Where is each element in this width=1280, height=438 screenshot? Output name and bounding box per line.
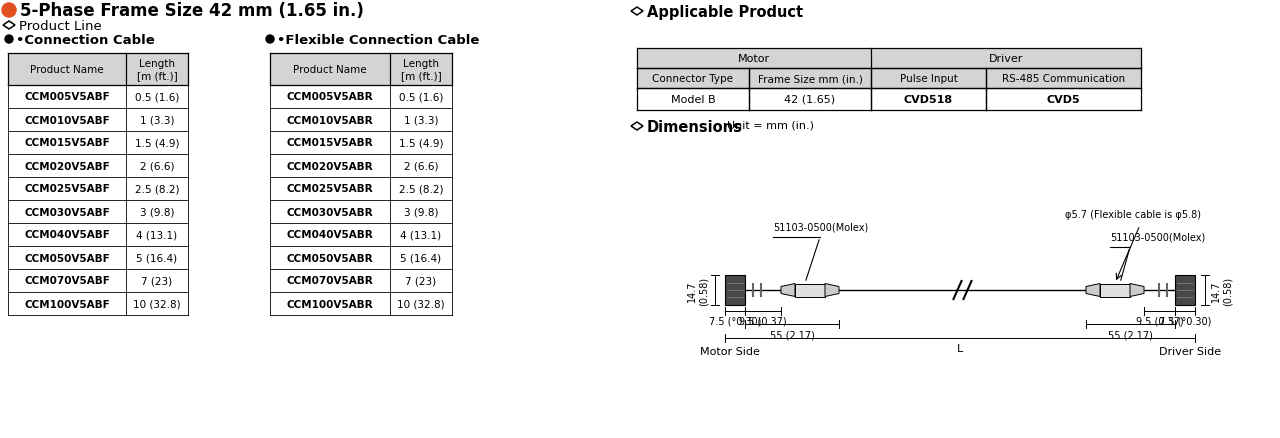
Bar (1100, 284, 1130, 297)
Text: 5-Phase Frame Size 42 mm (1.65 in.): 5-Phase Frame Size 42 mm (1.65 in.) (20, 2, 364, 20)
Text: CCM070V5ABR: CCM070V5ABR (287, 276, 374, 286)
Text: 3 (9.8): 3 (9.8) (403, 207, 438, 217)
Circle shape (5, 36, 13, 44)
Text: 51103-0500(Molex): 51103-0500(Molex) (1110, 233, 1206, 243)
Text: 2.5 (8.2): 2.5 (8.2) (399, 184, 443, 194)
Text: 10 (32.8): 10 (32.8) (397, 299, 445, 309)
Text: •Connection Cable: •Connection Cable (15, 33, 155, 46)
Text: 42 (1.65): 42 (1.65) (785, 95, 836, 105)
Text: Frame Size mm (in.): Frame Size mm (in.) (758, 74, 863, 84)
Text: CCM020V5ABF: CCM020V5ABF (24, 161, 110, 171)
Text: CCM050V5ABF: CCM050V5ABF (24, 253, 110, 263)
Text: 5 (16.4): 5 (16.4) (401, 253, 442, 263)
Text: •Flexible Connection Cable: •Flexible Connection Cable (276, 33, 480, 46)
Text: 1.5 (4.9): 1.5 (4.9) (399, 138, 443, 148)
Text: 2 (6.6): 2 (6.6) (403, 161, 438, 171)
Circle shape (266, 36, 274, 44)
Text: CVD518: CVD518 (904, 95, 954, 105)
Text: RS-485 Communication: RS-485 Communication (1002, 74, 1125, 84)
Polygon shape (826, 284, 838, 297)
Text: Length
[m (ft.)]: Length [m (ft.)] (401, 59, 442, 81)
Text: 10 (32.8): 10 (32.8) (133, 299, 180, 309)
Text: 51103-0500(Molex): 51103-0500(Molex) (773, 223, 868, 233)
Bar (8, 54, 188, 86)
Text: Connector Type: Connector Type (653, 74, 733, 84)
Text: CCM015V5ABF: CCM015V5ABF (24, 138, 110, 148)
Text: CCM040V5ABF: CCM040V5ABF (24, 230, 110, 240)
Text: 9.5 (0.37): 9.5 (0.37) (739, 316, 787, 326)
Bar (270, 54, 452, 86)
Text: Motor: Motor (739, 54, 771, 64)
Text: Product Name: Product Name (31, 65, 104, 75)
Text: 7.5 (°0.30): 7.5 (°0.30) (709, 316, 762, 326)
Text: Motor Side: Motor Side (700, 346, 760, 356)
Bar (870, 69, 986, 89)
Text: CCM010V5ABF: CCM010V5ABF (24, 115, 110, 125)
Text: CCM025V5ABF: CCM025V5ABF (24, 184, 110, 194)
Text: CCM070V5ABF: CCM070V5ABF (24, 276, 110, 286)
Text: Applicable Product: Applicable Product (646, 4, 803, 19)
Bar (795, 284, 826, 297)
Bar (986, 89, 1140, 111)
Bar (637, 89, 749, 111)
Polygon shape (1130, 284, 1144, 297)
Text: 7.5 (°0.30): 7.5 (°0.30) (1158, 316, 1211, 326)
Bar (749, 69, 870, 89)
Text: 4 (13.1): 4 (13.1) (401, 230, 442, 240)
Bar (986, 69, 1140, 89)
Text: Model B: Model B (671, 95, 716, 105)
Text: CCM100V5ABR: CCM100V5ABR (287, 299, 374, 309)
Text: CCM010V5ABR: CCM010V5ABR (287, 115, 374, 125)
Text: φ5.7 (Flexible cable is φ5.8): φ5.7 (Flexible cable is φ5.8) (1065, 209, 1201, 219)
Bar (637, 49, 870, 69)
Text: Length
[m (ft.)]: Length [m (ft.)] (137, 59, 178, 81)
Text: CCM025V5ABR: CCM025V5ABR (287, 184, 374, 194)
Circle shape (3, 4, 15, 18)
Text: CVD5: CVD5 (1047, 95, 1080, 105)
Text: 0.5 (1.6): 0.5 (1.6) (399, 92, 443, 102)
Text: CCM005V5ABF: CCM005V5ABF (24, 92, 110, 102)
Text: 0.5 (1.6): 0.5 (1.6) (134, 92, 179, 102)
Text: CCM020V5ABR: CCM020V5ABR (287, 161, 374, 171)
Text: 14.7
(0.58): 14.7 (0.58) (1211, 276, 1233, 305)
Text: Driver: Driver (989, 54, 1023, 64)
Text: 55 (2.17): 55 (2.17) (1108, 329, 1153, 339)
Text: Product Line: Product Line (19, 19, 101, 32)
Text: 7 (23): 7 (23) (141, 276, 173, 286)
Text: L: L (957, 343, 963, 353)
Text: Dimensions: Dimensions (646, 119, 742, 134)
Text: 2 (6.6): 2 (6.6) (140, 161, 174, 171)
Text: 5 (16.4): 5 (16.4) (137, 253, 178, 263)
Text: Product Name: Product Name (293, 65, 367, 75)
Text: 1.5 (4.9): 1.5 (4.9) (134, 138, 179, 148)
Text: CCM030V5ABF: CCM030V5ABF (24, 207, 110, 217)
Text: 7 (23): 7 (23) (406, 276, 436, 286)
Text: CCM015V5ABR: CCM015V5ABR (287, 138, 374, 148)
Text: CCM040V5ABR: CCM040V5ABR (287, 230, 374, 240)
Text: 9.5 (0.37): 9.5 (0.37) (1135, 316, 1183, 326)
Text: 1 (3.3): 1 (3.3) (140, 115, 174, 125)
Polygon shape (781, 284, 795, 297)
Text: 55 (2.17): 55 (2.17) (769, 329, 814, 339)
Bar (870, 49, 1140, 69)
Text: Pulse Input: Pulse Input (900, 74, 957, 84)
Bar (749, 89, 870, 111)
Bar (637, 69, 749, 89)
Text: 3 (9.8): 3 (9.8) (140, 207, 174, 217)
Text: 2.5 (8.2): 2.5 (8.2) (134, 184, 179, 194)
Text: CCM100V5ABF: CCM100V5ABF (24, 299, 110, 309)
Bar (1175, 276, 1196, 305)
Text: CCM005V5ABR: CCM005V5ABR (287, 92, 374, 102)
Text: 1 (3.3): 1 (3.3) (403, 115, 438, 125)
Bar (724, 276, 745, 305)
Text: CCM030V5ABR: CCM030V5ABR (287, 207, 374, 217)
Text: Driver Side: Driver Side (1158, 346, 1221, 356)
Text: Unit = mm (in.): Unit = mm (in.) (727, 121, 814, 131)
Text: 4 (13.1): 4 (13.1) (137, 230, 178, 240)
Bar (870, 89, 986, 111)
Text: CCM050V5ABR: CCM050V5ABR (287, 253, 374, 263)
Text: 14.7
(0.58): 14.7 (0.58) (687, 276, 709, 305)
Polygon shape (1085, 284, 1100, 297)
